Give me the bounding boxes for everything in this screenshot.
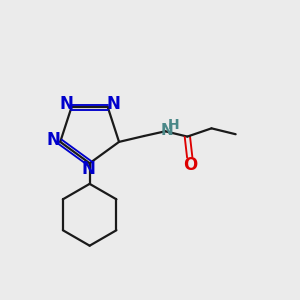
- Text: O: O: [184, 156, 198, 174]
- Text: N: N: [160, 123, 173, 138]
- Text: N: N: [81, 160, 95, 178]
- Text: H: H: [168, 118, 179, 132]
- Text: N: N: [59, 95, 73, 113]
- Text: N: N: [47, 131, 61, 149]
- Text: N: N: [106, 95, 120, 113]
